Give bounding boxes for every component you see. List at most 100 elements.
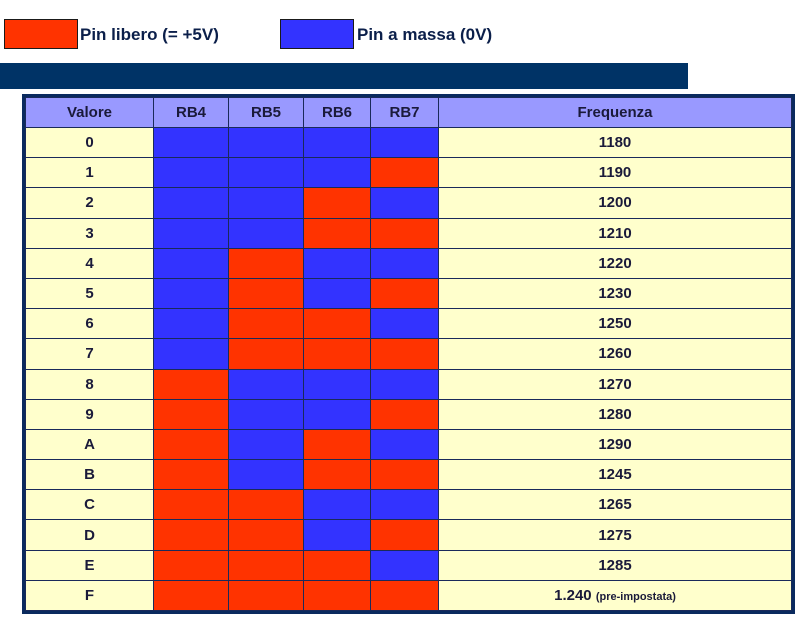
header-rb4: RB4 — [153, 97, 229, 128]
header-valore: Valore — [25, 97, 154, 128]
cell-rb7-low — [370, 187, 439, 219]
legend-swatch-low — [280, 19, 354, 49]
frequenza-value: 1290 — [598, 435, 632, 453]
cell-frequenza: 1280 — [438, 398, 792, 430]
cell-rb6-high — [303, 459, 371, 491]
cell-valore: F — [25, 579, 154, 612]
header-rb5: RB5 — [228, 97, 304, 128]
cell-rb4-high — [153, 489, 229, 521]
table-row: 0 1180 — [25, 126, 792, 159]
cell-valore: E — [25, 549, 154, 581]
table-row: 4 1220 — [25, 247, 792, 279]
cell-rb6-high — [303, 428, 371, 461]
cell-rb7-low — [370, 308, 439, 340]
cell-frequenza: 1220 — [438, 247, 792, 279]
frequenza-value: 1230 — [598, 285, 632, 303]
cell-rb4-low — [153, 126, 229, 159]
header-rb7: RB7 — [370, 97, 439, 128]
cell-frequenza: 1270 — [438, 368, 792, 400]
table-row: 8 1270 — [25, 368, 792, 400]
cell-rb6-low — [303, 126, 371, 159]
cell-valore: 6 — [25, 308, 154, 340]
table-row: F 1.240 (pre-impostata) — [25, 579, 792, 612]
cell-valore: C — [25, 489, 154, 521]
cell-frequenza: 1.240 (pre-impostata) — [438, 579, 792, 612]
cell-frequenza: 1265 — [438, 489, 792, 521]
frequenza-value: 1220 — [598, 254, 632, 272]
header-frequenza: Frequenza — [438, 97, 792, 128]
cell-rb6-high — [303, 338, 371, 370]
cell-rb7-low — [370, 247, 439, 279]
table-row: 9 1280 — [25, 398, 792, 430]
frequenza-value: 1210 — [598, 224, 632, 242]
cell-rb4-low — [153, 247, 229, 279]
cell-rb7-high — [370, 217, 439, 249]
cell-valore: 9 — [25, 398, 154, 430]
cell-rb5-high — [228, 277, 304, 310]
cell-rb7-low — [370, 428, 439, 461]
cell-frequenza: 1285 — [438, 549, 792, 581]
cell-rb5-low — [228, 368, 304, 400]
cell-rb5-high — [228, 308, 304, 340]
cell-rb5-low — [228, 217, 304, 249]
cell-frequenza: 1250 — [438, 308, 792, 340]
cell-rb4-high — [153, 398, 229, 430]
table-row: 3 1210 — [25, 217, 792, 249]
cell-rb4-low — [153, 217, 229, 249]
cell-frequenza: 1260 — [438, 338, 792, 370]
cell-rb5-high — [228, 338, 304, 370]
cell-frequenza: 1275 — [438, 519, 792, 551]
cell-rb4-high — [153, 368, 229, 400]
table-row: 6 1250 — [25, 308, 792, 340]
table-row: 1 1190 — [25, 157, 792, 189]
cell-frequenza: 1200 — [438, 187, 792, 219]
cell-rb7-high — [370, 459, 439, 491]
cell-rb5-high — [228, 489, 304, 521]
legend-label-high: Pin libero (= +5V) — [80, 25, 219, 44]
legend-label-low: Pin a massa (0V) — [357, 25, 493, 44]
cell-rb7-low — [370, 126, 439, 159]
cell-rb6-low — [303, 247, 371, 279]
cell-rb6-low — [303, 368, 371, 400]
table-row: D 1275 — [25, 519, 792, 551]
cell-rb6-high — [303, 549, 371, 581]
cell-valore: B — [25, 459, 154, 491]
cell-frequenza: 1180 — [438, 126, 792, 159]
frequenza-value: 1285 — [598, 556, 632, 574]
frequenza-value: 1.240 — [554, 586, 592, 604]
frequenza-note: (pre-impostata) — [595, 590, 676, 603]
cell-rb6-low — [303, 157, 371, 189]
cell-valore: 0 — [25, 126, 154, 159]
cell-valore: 5 — [25, 277, 154, 310]
header-banner — [0, 63, 688, 89]
cell-rb7-high — [370, 338, 439, 370]
cell-rb4-high — [153, 579, 229, 612]
cell-rb7-high — [370, 277, 439, 310]
frequenza-value: 1200 — [598, 194, 632, 212]
cell-rb5-low — [228, 428, 304, 461]
cell-rb6-high — [303, 308, 371, 340]
frequenza-value: 1260 — [598, 345, 632, 363]
cell-rb7-high — [370, 157, 439, 189]
legend-swatch-high — [4, 19, 78, 49]
cell-rb7-high — [370, 579, 439, 612]
table-row: A 1290 — [25, 428, 792, 461]
cell-rb7-low — [370, 368, 439, 400]
cell-rb7-high — [370, 519, 439, 551]
table-row: 5 1230 — [25, 277, 792, 310]
cell-rb6-low — [303, 398, 371, 430]
cell-rb4-low — [153, 187, 229, 219]
cell-valore: A — [25, 428, 154, 461]
cell-rb4-low — [153, 157, 229, 189]
frequenza-value: 1265 — [598, 496, 632, 514]
cell-rb4-high — [153, 549, 229, 581]
cell-rb5-low — [228, 398, 304, 430]
cell-frequenza: 1190 — [438, 157, 792, 189]
cell-rb6-high — [303, 579, 371, 612]
cell-valore: 1 — [25, 157, 154, 189]
cell-rb4-high — [153, 459, 229, 491]
cell-valore: 4 — [25, 247, 154, 279]
cell-valore: 2 — [25, 187, 154, 219]
table-header-row: Valore RB4 RB5 RB6 RB7 Frequenza — [25, 97, 792, 128]
cell-rb6-high — [303, 217, 371, 249]
